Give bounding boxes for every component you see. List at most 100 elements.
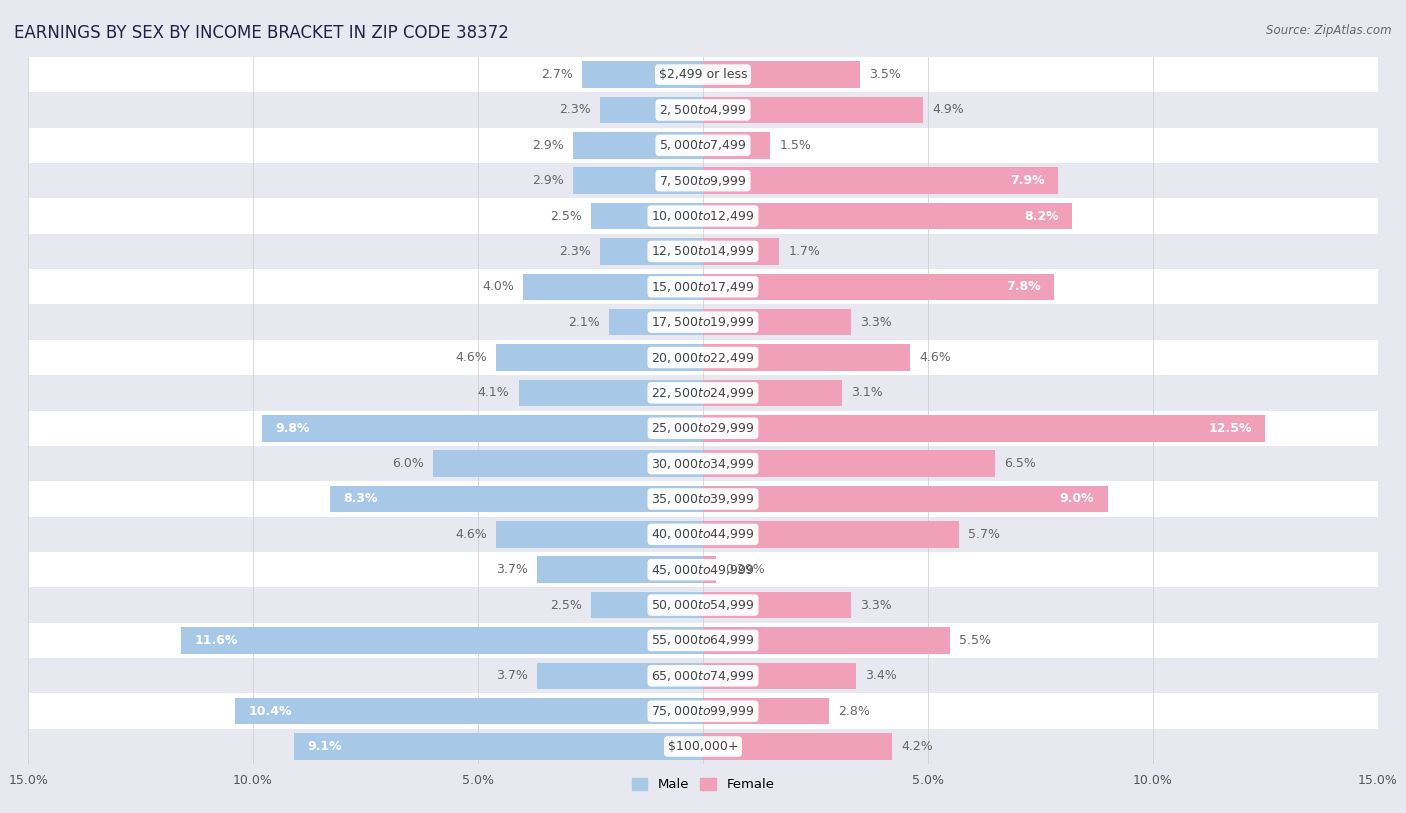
Text: $45,000 to $49,999: $45,000 to $49,999 [651, 563, 755, 576]
Bar [703, 309, 852, 336]
Bar [329, 485, 703, 512]
Bar [537, 663, 703, 689]
Text: 0.29%: 0.29% [725, 563, 765, 576]
Bar [703, 485, 1108, 512]
Text: $20,000 to $22,499: $20,000 to $22,499 [651, 350, 755, 364]
Text: 3.3%: 3.3% [860, 598, 893, 611]
Bar [572, 167, 703, 194]
Bar [703, 273, 1054, 300]
Text: $35,000 to $39,999: $35,000 to $39,999 [651, 492, 755, 506]
Text: 2.9%: 2.9% [531, 174, 564, 187]
Text: 8.3%: 8.3% [343, 493, 378, 506]
Bar [703, 97, 924, 124]
Text: $25,000 to $29,999: $25,000 to $29,999 [651, 421, 755, 435]
Text: $40,000 to $44,999: $40,000 to $44,999 [651, 528, 755, 541]
Bar [582, 61, 703, 88]
Bar [703, 698, 830, 724]
Bar [28, 659, 1378, 693]
Bar [496, 521, 703, 548]
Text: 5.5%: 5.5% [959, 634, 991, 647]
Text: 7.8%: 7.8% [1005, 280, 1040, 293]
Bar [703, 521, 959, 548]
Bar [703, 592, 852, 619]
Text: 2.9%: 2.9% [531, 139, 564, 152]
Text: $10,000 to $12,499: $10,000 to $12,499 [651, 209, 755, 223]
Bar [703, 61, 860, 88]
Text: Source: ZipAtlas.com: Source: ZipAtlas.com [1267, 24, 1392, 37]
Bar [703, 167, 1059, 194]
Text: 9.1%: 9.1% [307, 740, 342, 753]
Bar [28, 304, 1378, 340]
Text: 9.8%: 9.8% [276, 422, 311, 435]
Text: 2.7%: 2.7% [541, 68, 572, 81]
Bar [703, 415, 1265, 441]
Text: 10.4%: 10.4% [249, 705, 292, 718]
Text: 2.1%: 2.1% [568, 315, 599, 328]
Text: 1.7%: 1.7% [789, 245, 820, 258]
Bar [703, 627, 950, 654]
Text: $100,000+: $100,000+ [668, 740, 738, 753]
Bar [496, 344, 703, 371]
Text: $12,500 to $14,999: $12,500 to $14,999 [651, 245, 755, 259]
Text: 2.3%: 2.3% [558, 245, 591, 258]
Text: 4.6%: 4.6% [456, 528, 486, 541]
Bar [28, 552, 1378, 587]
Text: $5,000 to $7,499: $5,000 to $7,499 [659, 138, 747, 152]
Bar [235, 698, 703, 724]
Text: 4.2%: 4.2% [901, 740, 932, 753]
Bar [28, 411, 1378, 446]
Bar [703, 733, 891, 760]
Text: $30,000 to $34,999: $30,000 to $34,999 [651, 457, 755, 471]
Bar [28, 233, 1378, 269]
Text: 11.6%: 11.6% [194, 634, 238, 647]
Bar [703, 450, 995, 477]
Bar [262, 415, 703, 441]
Bar [519, 380, 703, 406]
Text: $7,500 to $9,999: $7,500 to $9,999 [659, 174, 747, 188]
Text: 4.9%: 4.9% [932, 103, 965, 116]
Text: $17,500 to $19,999: $17,500 to $19,999 [651, 315, 755, 329]
Text: 5.7%: 5.7% [969, 528, 1001, 541]
Bar [703, 344, 910, 371]
Bar [28, 587, 1378, 623]
Bar [433, 450, 703, 477]
Bar [28, 269, 1378, 304]
Bar [181, 627, 703, 654]
Text: 6.5%: 6.5% [1004, 457, 1036, 470]
Bar [294, 733, 703, 760]
Bar [703, 238, 779, 265]
Text: 4.1%: 4.1% [478, 386, 509, 399]
Bar [28, 92, 1378, 128]
Text: 1.5%: 1.5% [779, 139, 811, 152]
Bar [28, 693, 1378, 729]
Bar [523, 273, 703, 300]
Bar [703, 556, 716, 583]
Legend: Male, Female: Male, Female [626, 772, 780, 797]
Bar [703, 663, 856, 689]
Text: $55,000 to $64,999: $55,000 to $64,999 [651, 633, 755, 647]
Bar [591, 592, 703, 619]
Text: 2.5%: 2.5% [550, 598, 582, 611]
Text: 3.3%: 3.3% [860, 315, 893, 328]
Bar [537, 556, 703, 583]
Bar [28, 729, 1378, 764]
Text: 6.0%: 6.0% [392, 457, 425, 470]
Text: 12.5%: 12.5% [1208, 422, 1251, 435]
Bar [28, 446, 1378, 481]
Text: $50,000 to $54,999: $50,000 to $54,999 [651, 598, 755, 612]
Text: 2.5%: 2.5% [550, 210, 582, 223]
Text: 8.2%: 8.2% [1024, 210, 1059, 223]
Text: $2,499 or less: $2,499 or less [659, 68, 747, 81]
Text: $65,000 to $74,999: $65,000 to $74,999 [651, 669, 755, 683]
Text: 7.9%: 7.9% [1011, 174, 1045, 187]
Text: 9.0%: 9.0% [1060, 493, 1094, 506]
Text: 4.0%: 4.0% [482, 280, 515, 293]
Text: 3.1%: 3.1% [852, 386, 883, 399]
Bar [28, 57, 1378, 92]
Text: $22,500 to $24,999: $22,500 to $24,999 [651, 386, 755, 400]
Bar [599, 97, 703, 124]
Text: 4.6%: 4.6% [920, 351, 950, 364]
Bar [28, 481, 1378, 517]
Bar [28, 340, 1378, 375]
Text: EARNINGS BY SEX BY INCOME BRACKET IN ZIP CODE 38372: EARNINGS BY SEX BY INCOME BRACKET IN ZIP… [14, 24, 509, 42]
